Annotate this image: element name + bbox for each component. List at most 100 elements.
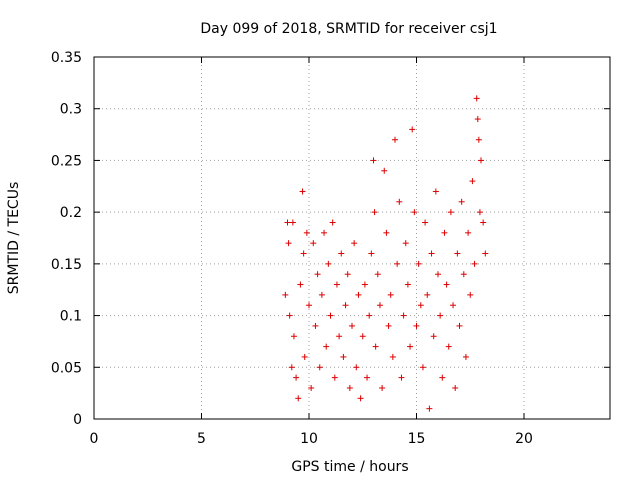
grid [94, 56, 610, 419]
data-point [321, 229, 328, 236]
data-point [402, 240, 409, 247]
data-point [473, 95, 480, 102]
data-point [387, 291, 394, 298]
data-point [462, 353, 469, 360]
data-point [480, 219, 487, 226]
data-point [329, 219, 336, 226]
data-point [316, 364, 323, 371]
x-axis-label: GPS time / hours [291, 459, 408, 475]
data-point [476, 209, 483, 216]
data-point [282, 291, 289, 298]
x-tick-label: 15 [408, 431, 426, 447]
y-tick-label: 0.35 [51, 50, 82, 66]
data-point [396, 198, 403, 205]
data-point [306, 302, 312, 309]
data-point [467, 291, 474, 298]
data-point [394, 260, 401, 267]
data-point [398, 374, 405, 381]
data-point [289, 219, 296, 226]
data-point [381, 167, 388, 174]
data-point [447, 209, 454, 216]
data-point [426, 405, 433, 412]
data-point [372, 343, 379, 350]
data-point [288, 364, 295, 371]
data-point [357, 395, 364, 402]
data-point [454, 250, 461, 257]
data-point [417, 302, 424, 309]
data-point [290, 333, 297, 340]
data-point [469, 178, 476, 185]
data-point [327, 312, 334, 319]
data-point [293, 374, 300, 381]
data-point [364, 374, 371, 381]
data-point [409, 126, 416, 133]
data-point [478, 157, 484, 164]
data-point [355, 291, 362, 298]
chart-title: Day 099 of 2018, SRMTID for receiver csj… [200, 21, 497, 37]
data-point [344, 271, 351, 278]
data-point [465, 229, 472, 236]
data-point [439, 374, 446, 381]
data-point [284, 219, 291, 226]
y-tick-label: 0 [73, 412, 82, 428]
x-tick-label: 10 [300, 431, 318, 447]
data-point [285, 240, 292, 247]
data-point [385, 322, 392, 329]
data-point [368, 250, 375, 257]
data-point [389, 353, 396, 360]
y-axis-label: SRMTID / TECUs [6, 182, 22, 295]
data-point [323, 343, 330, 350]
data-point [411, 209, 418, 216]
data-point [460, 271, 467, 278]
data-point [353, 364, 360, 371]
x-tick-label: 5 [197, 431, 206, 447]
data-point [366, 312, 373, 319]
data-points [282, 95, 489, 412]
data-point [445, 343, 452, 350]
data-point [452, 384, 459, 391]
plot-border [93, 56, 611, 420]
data-point [340, 353, 347, 360]
data-point [359, 333, 366, 340]
data-point [456, 322, 463, 329]
data-point [301, 353, 308, 360]
data-point [342, 302, 349, 309]
x-tick-label: 0 [90, 431, 99, 447]
data-point [407, 343, 414, 350]
data-point [333, 281, 340, 288]
y-tick-label: 0.25 [51, 153, 82, 169]
x-tick-label: 20 [515, 431, 533, 447]
y-tick-label: 0.2 [60, 205, 82, 221]
data-point [435, 271, 441, 278]
data-point [361, 281, 368, 288]
data-point [400, 312, 407, 319]
data-point [346, 384, 353, 391]
data-point [370, 157, 377, 164]
data-point [450, 302, 457, 309]
data-point [441, 229, 448, 236]
y-tick-label: 0.3 [60, 102, 82, 118]
data-point [308, 384, 315, 391]
data-point [336, 333, 343, 340]
data-point [458, 198, 465, 205]
data-point [430, 333, 437, 340]
data-point [300, 250, 307, 257]
data-point [331, 374, 338, 381]
y-tick-label: 0.1 [60, 309, 82, 325]
y-tick-label: 0.15 [51, 257, 82, 273]
y-tick-label: 0.05 [51, 360, 82, 376]
data-point [286, 312, 293, 319]
data-point [404, 281, 411, 288]
data-point [349, 322, 355, 329]
data-point [299, 188, 306, 195]
data-point [295, 395, 302, 402]
data-point [482, 250, 489, 257]
data-point [297, 281, 304, 288]
data-point [419, 364, 426, 371]
data-point [312, 322, 319, 329]
data-point [415, 260, 422, 267]
data-point [424, 291, 431, 298]
data-point [383, 229, 390, 236]
data-point [413, 322, 420, 329]
